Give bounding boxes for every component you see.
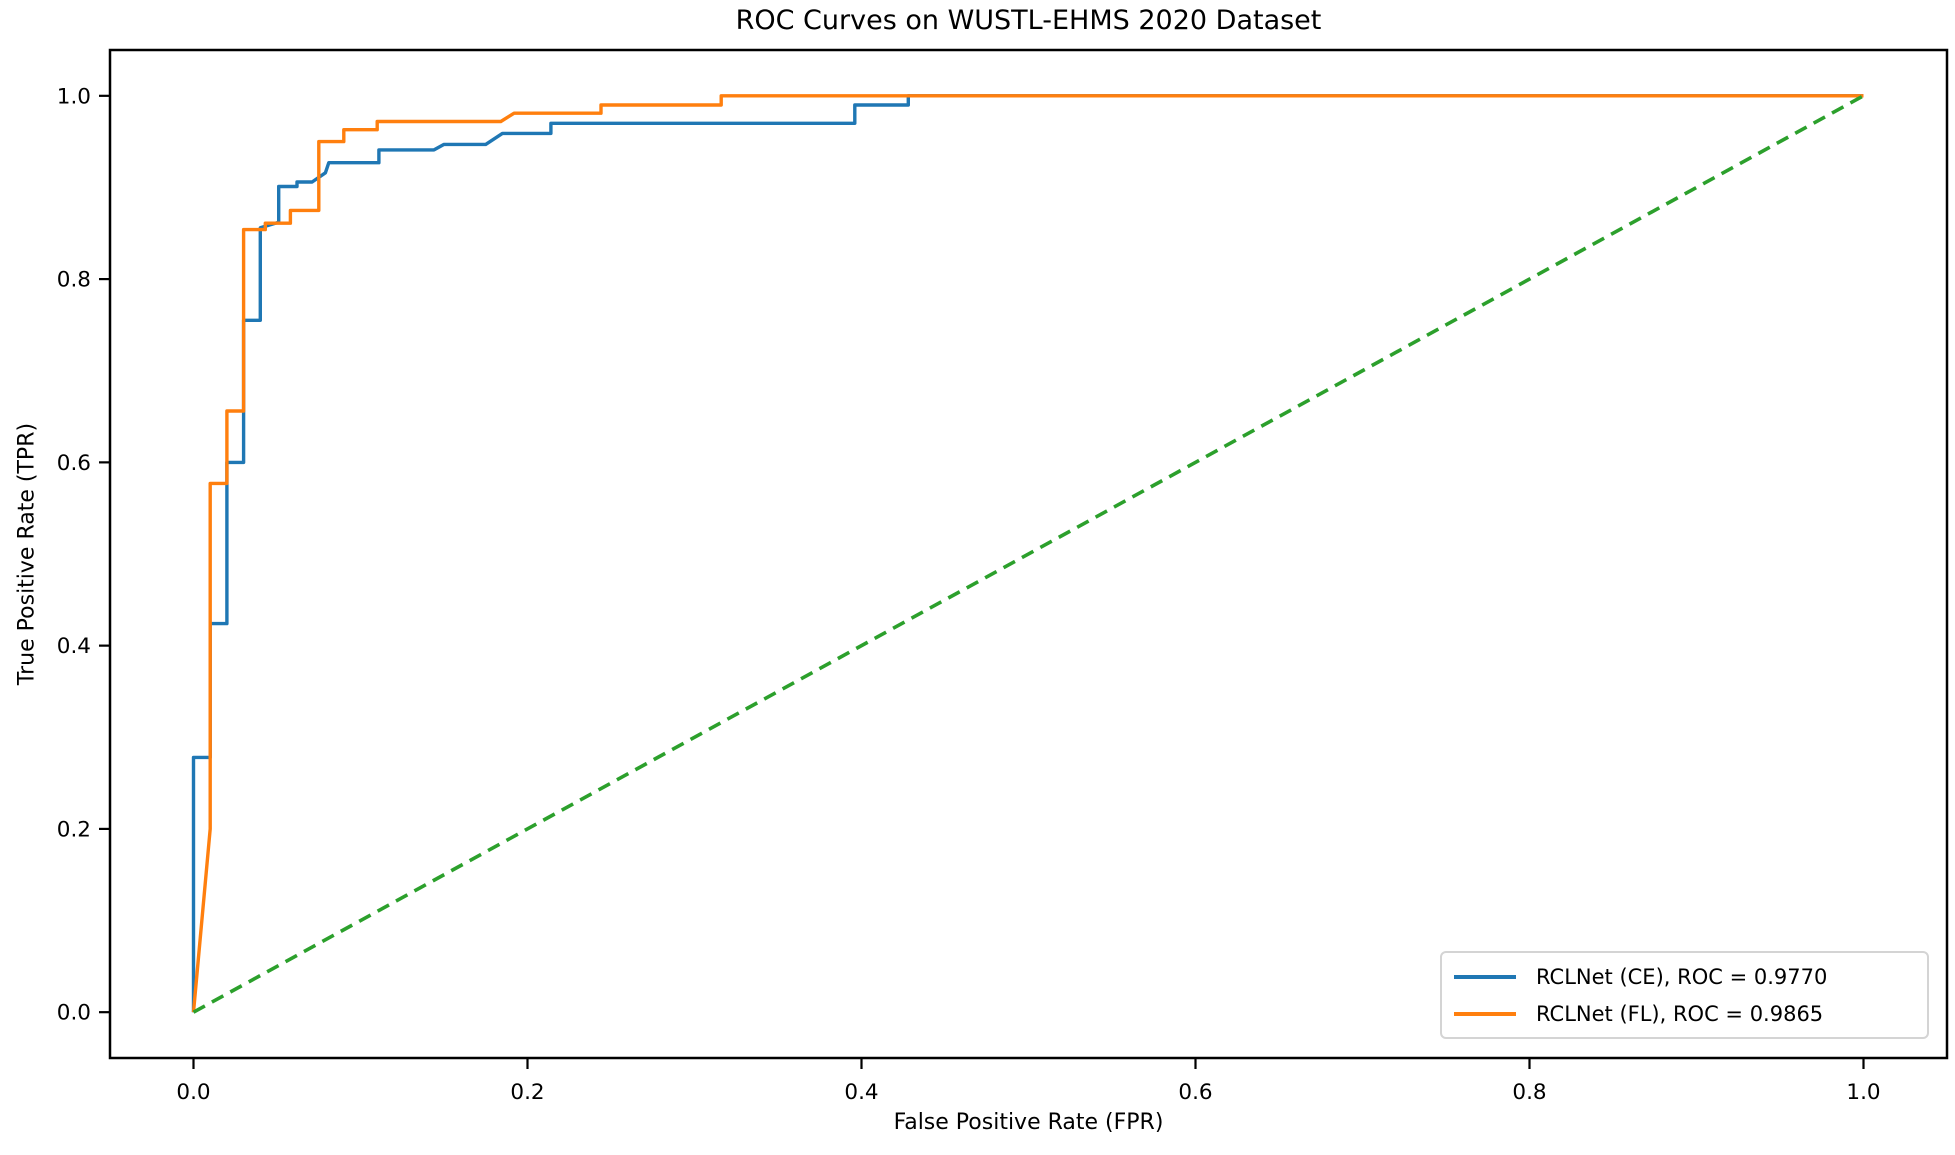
x-tick-label: 1.0 <box>1846 1080 1880 1105</box>
legend-entry-ce: RCLNet (CE), ROC = 0.9770 <box>1454 965 1915 989</box>
x-tick-label: 0.2 <box>510 1080 544 1105</box>
y-tick-label: 0.8 <box>57 268 91 293</box>
legend: RCLNet (CE), ROC = 0.9770 RCLNet (FL), R… <box>1440 951 1929 1039</box>
x-tick-label: 0.4 <box>844 1080 878 1105</box>
x-tick-label: 0.8 <box>1512 1080 1546 1105</box>
y-axis-label: True Positive Rate (TPR) <box>14 422 40 686</box>
x-axis-label: False Positive Rate (FPR) <box>893 1110 1164 1135</box>
y-tick-label: 1.0 <box>57 84 91 109</box>
roc-curve-fl <box>191 94 1864 1013</box>
y-tick-label: 0.4 <box>57 634 91 659</box>
legend-label-fl: RCLNet (FL), ROC = 0.9865 <box>1536 1001 1824 1026</box>
legend-label-ce: RCLNet (CE), ROC = 0.9770 <box>1536 964 1828 989</box>
legend-entry-fl: RCLNet (FL), ROC = 0.9865 <box>1454 1002 1915 1026</box>
x-tick-label: 0.0 <box>176 1080 210 1105</box>
legend-line-swatch-fl <box>1454 1011 1516 1016</box>
legend-line-swatch-ce <box>1454 974 1516 979</box>
chart-title: ROC Curves on WUSTL-EHMS 2020 Dataset <box>735 5 1322 36</box>
x-tick-label: 0.6 <box>1178 1080 1212 1105</box>
y-tick-label: 0.2 <box>57 817 91 842</box>
y-tick-label: 0.6 <box>57 451 91 476</box>
plot-border <box>108 48 1949 1060</box>
chance-diagonal-line <box>192 94 1865 1014</box>
y-tick-label: 0.0 <box>57 1001 91 1026</box>
